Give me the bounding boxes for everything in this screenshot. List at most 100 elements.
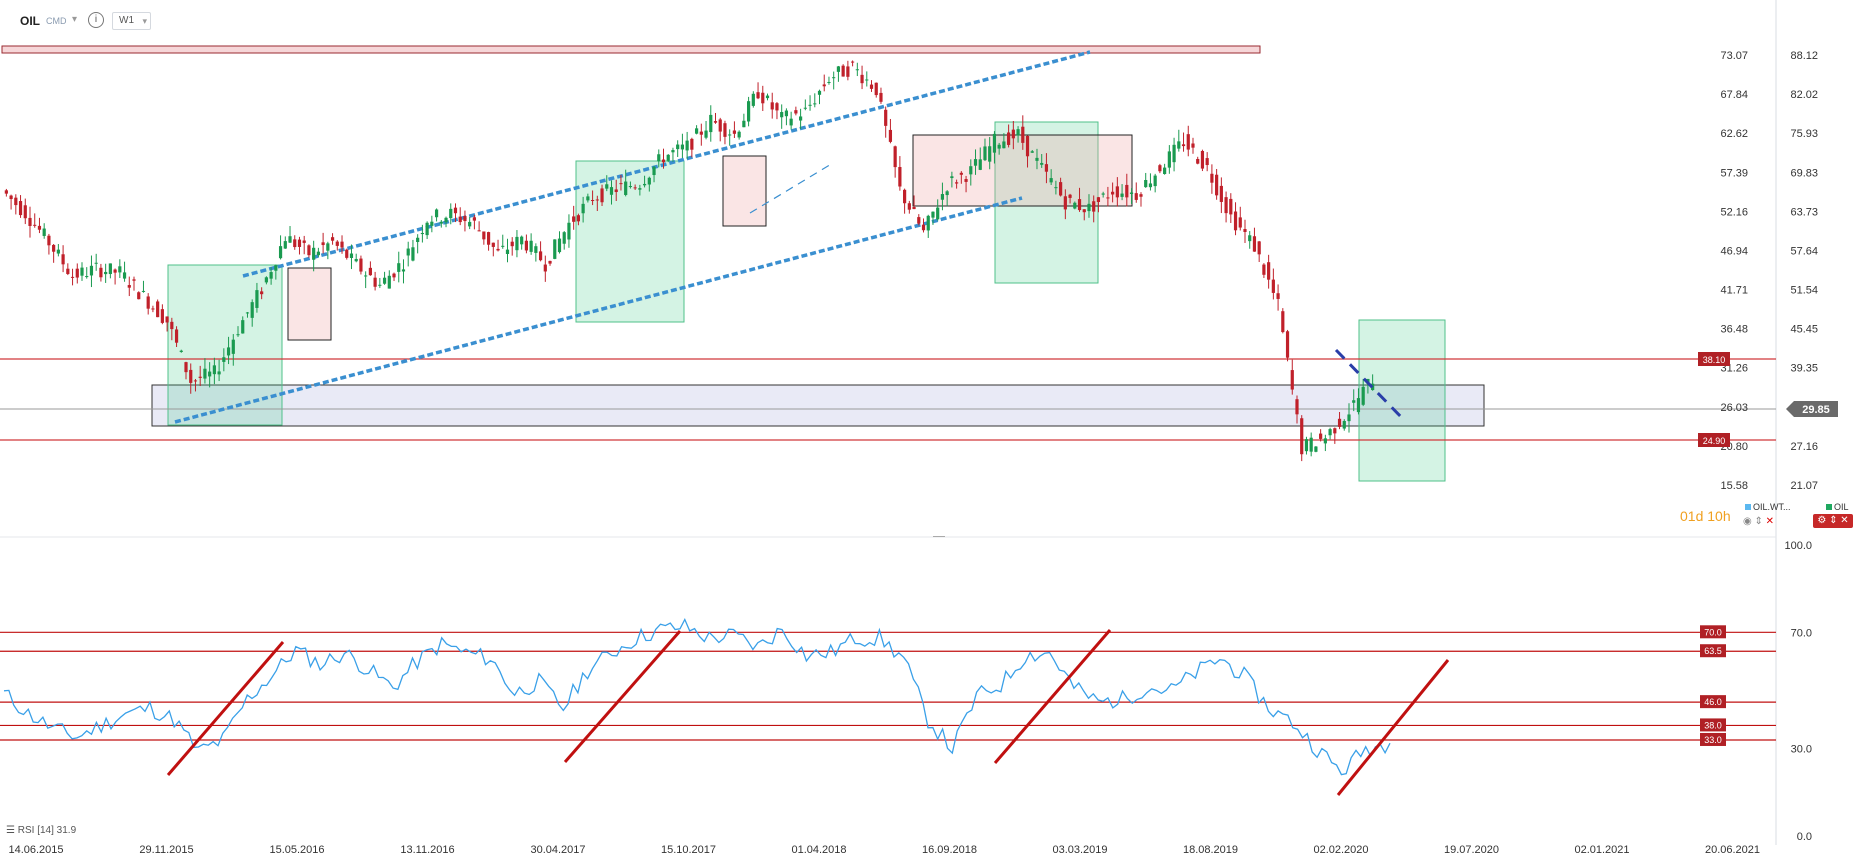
candle-body	[127, 285, 131, 288]
candle-body	[647, 177, 651, 185]
candle-body	[1040, 162, 1044, 165]
candle-body	[803, 107, 807, 109]
candle-body	[671, 150, 675, 153]
candle-body	[605, 184, 609, 189]
candle-body	[1096, 197, 1101, 203]
price-axis-left: 73.07 67.84 62.62 57.39 52.16 46.94 41.71 36.48…	[1720, 50, 1748, 492]
candle-body	[983, 146, 987, 161]
price-tick-left: 36.48	[1720, 324, 1748, 336]
candle-body	[42, 228, 46, 236]
candle-body	[694, 128, 699, 134]
candle-body	[808, 104, 812, 106]
candle-body	[1323, 438, 1327, 444]
price-tick-right: 39.35	[1790, 363, 1818, 375]
candle-body	[297, 239, 302, 247]
time-tick: 03.03.2019	[1052, 844, 1107, 856]
time-tick: 13.11.2016	[400, 844, 454, 856]
candle-body	[548, 260, 552, 264]
candle-body	[434, 209, 439, 218]
legend-label-2: OIL	[1834, 502, 1849, 512]
symbol-dropdown-icon[interactable]: ▾	[72, 14, 78, 25]
candle-body	[1068, 194, 1072, 198]
candle-body	[893, 146, 897, 168]
panel-resize-handle[interactable]	[933, 536, 945, 539]
rsi-level-tag-bg	[1700, 644, 1726, 658]
downtrend-line	[1334, 348, 1407, 423]
candle-body	[770, 102, 774, 110]
candle-body	[420, 232, 424, 235]
candle-body	[397, 263, 401, 272]
candle-body	[955, 182, 959, 184]
candle-body	[1356, 398, 1361, 413]
tag-upper: 38.10	[1703, 355, 1726, 365]
candle-body	[1181, 144, 1186, 147]
red-box-2	[722, 155, 767, 227]
candle-body	[538, 251, 543, 261]
candle-body	[349, 253, 354, 258]
legend-item-2[interactable]: OIL	[1826, 502, 1849, 512]
candle-body	[340, 241, 344, 248]
menu-icon[interactable]: ☰	[6, 825, 15, 836]
candle-body	[307, 245, 311, 256]
candle-body	[789, 118, 793, 126]
candle-body	[222, 357, 226, 362]
tag-lower-bg	[1698, 433, 1730, 447]
candle-body	[836, 66, 841, 72]
candle-body	[676, 144, 680, 150]
legend-item-1[interactable]: OIL.WT...	[1745, 502, 1791, 512]
candle-body	[765, 95, 770, 99]
symbol-label[interactable]: OIL	[20, 14, 40, 28]
candle-body	[1229, 198, 1233, 215]
candle-body	[312, 247, 316, 260]
candle-body	[1233, 211, 1238, 231]
rsi-level-tag: 63.5	[1704, 646, 1722, 656]
candle-body	[543, 264, 547, 272]
candle-body	[368, 267, 372, 276]
candle-body	[524, 240, 528, 251]
candle-body	[108, 263, 112, 275]
price-tick-right: 63.73	[1790, 206, 1818, 218]
candle-body	[236, 334, 240, 336]
red-box-1	[287, 267, 332, 341]
candle-body	[1120, 193, 1124, 197]
candle-body	[1087, 203, 1091, 212]
timeframe-select[interactable]: W1 ▾	[112, 12, 151, 30]
candle-body	[274, 265, 278, 271]
info-icon[interactable]: i	[88, 12, 104, 28]
candle-body	[453, 207, 458, 214]
rsi-level-tags: 70.0 63.5 46.0 38.0 33.0	[1700, 625, 1726, 746]
candle-body	[1248, 235, 1252, 242]
candle-body	[1314, 446, 1318, 452]
candle-body	[628, 186, 633, 188]
candle-body	[751, 93, 755, 106]
candle-body	[1073, 202, 1077, 209]
candle-body	[4, 190, 8, 194]
time-tick: 16.09.2018	[922, 844, 977, 856]
candle-body	[959, 172, 963, 175]
candle-body	[1191, 143, 1195, 148]
price-tick-right: 88.12	[1790, 50, 1818, 62]
candle-body	[1092, 201, 1096, 212]
green-box-1	[167, 264, 283, 426]
rsi-name: RSI [14]	[17, 825, 54, 836]
price-tick-left: 41.71	[1720, 285, 1748, 297]
legend-controls-2[interactable]: ⚙ ⇕ ✕	[1813, 514, 1853, 528]
candle-body	[1328, 429, 1332, 436]
candle-body	[477, 230, 481, 232]
candle-body	[1111, 191, 1115, 195]
candle-body	[316, 251, 320, 256]
rsi-value: 31.9	[56, 825, 77, 836]
candle-body	[851, 61, 855, 63]
green-box-4	[1358, 319, 1446, 482]
legend-controls-1[interactable]: ◉ ⇕ ✕	[1743, 516, 1775, 527]
candle-body	[1054, 187, 1058, 189]
candle-body	[373, 277, 377, 287]
candle-body	[288, 236, 292, 243]
candle-body	[846, 66, 850, 77]
candle-body	[576, 215, 581, 222]
candle-body	[1252, 236, 1257, 252]
candle-body	[401, 269, 406, 272]
support-zone	[151, 384, 1485, 427]
candle-body	[680, 144, 685, 150]
